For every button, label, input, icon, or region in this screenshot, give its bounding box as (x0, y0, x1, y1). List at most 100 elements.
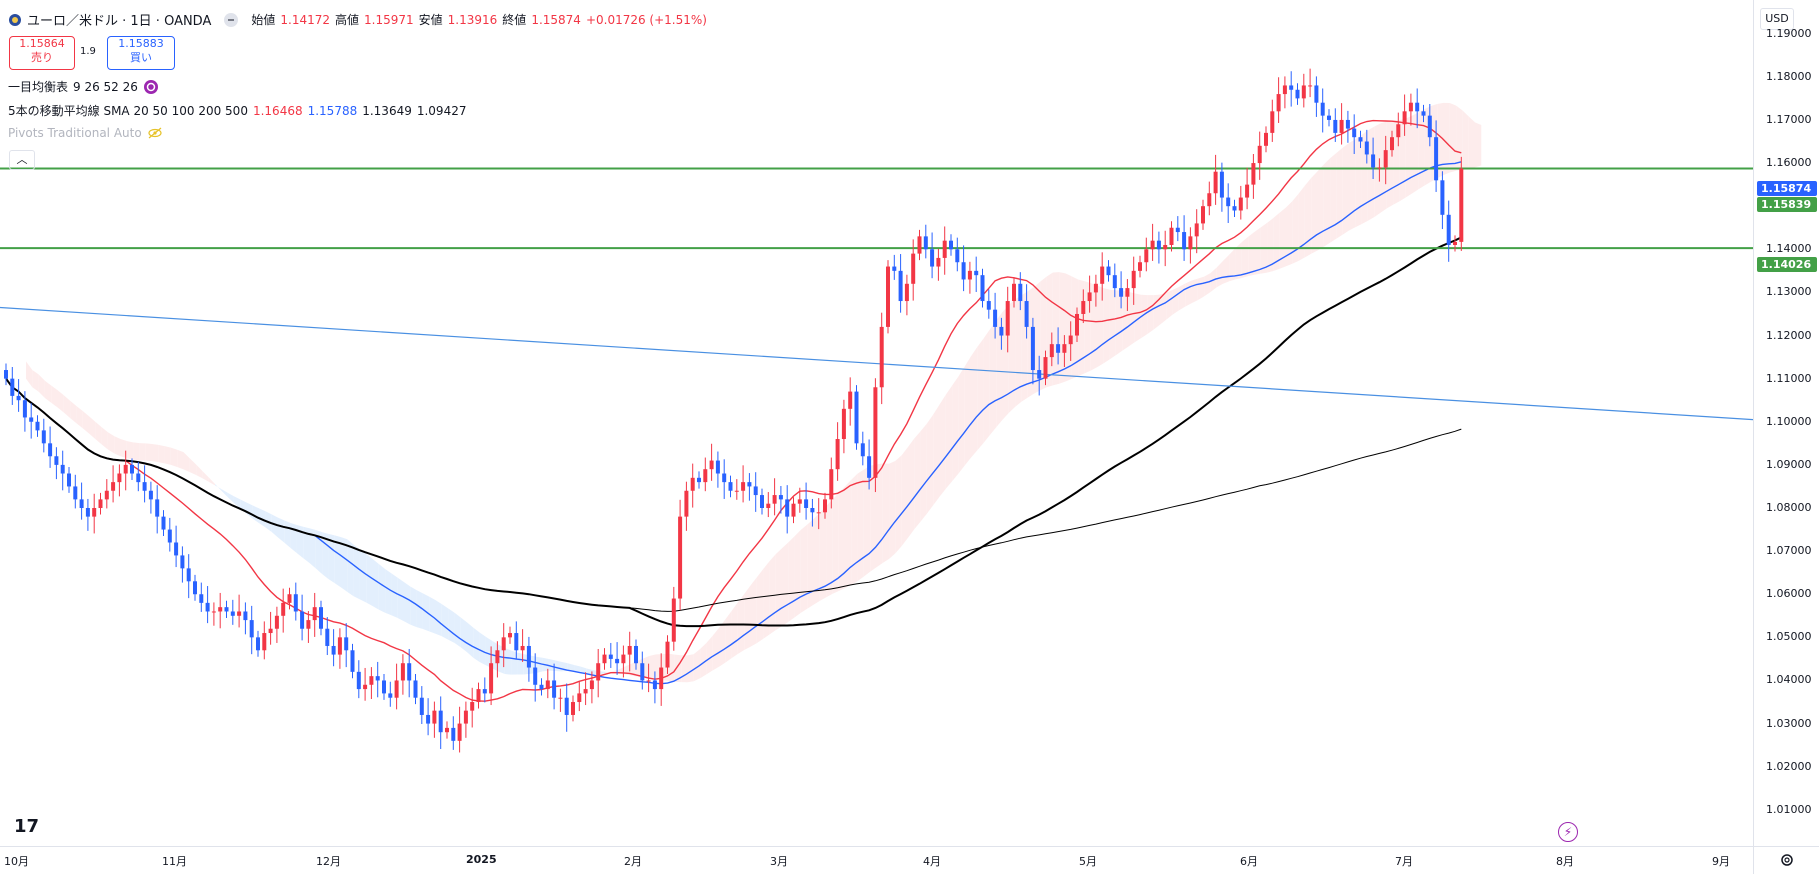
sell-button[interactable]: 1.15864 売り (9, 36, 75, 70)
ichimoku-cloud-segment (580, 666, 587, 674)
candle-body (1201, 206, 1205, 224)
candle-body (356, 671, 361, 690)
ichimoku-cloud-segment (1462, 110, 1469, 170)
ichimoku-cloud-segment (82, 410, 89, 434)
candle-body (211, 611, 216, 613)
price-chart[interactable] (0, 0, 1753, 846)
candle-body (1245, 184, 1250, 198)
ichimoku-cloud-segment (536, 656, 543, 674)
pivots-legend[interactable]: Pivots Traditional Auto (8, 126, 163, 140)
candle-body (1062, 344, 1067, 353)
ichimoku-cloud-segment (290, 522, 297, 554)
ichimoku-cloud-segment (114, 436, 121, 457)
candle-body (1226, 197, 1231, 207)
ichimoku-cloud-segment (26, 361, 33, 388)
tradingview-logo[interactable]: 17 (14, 816, 40, 837)
open-label: 始値 (251, 13, 276, 27)
pivots-label: Pivots Traditional Auto (8, 126, 142, 140)
candle-body (791, 503, 796, 517)
time-scale[interactable]: 10月 11月 12月 2025 2月 3月 4月 5月 6月 7月 8月 9月 (0, 846, 1753, 874)
ichimoku-cloud-segment (939, 394, 946, 497)
candle-body (1383, 150, 1388, 168)
ichimoku-cloud-segment (788, 536, 795, 622)
ichimoku-cloud-segment (441, 604, 449, 640)
ichimoku-legend[interactable]: 一目均衡表 9 26 52 26 (8, 78, 159, 95)
candle-body (1169, 227, 1174, 245)
ichimoku-cloud-segment (964, 356, 971, 466)
candle-body (382, 680, 386, 694)
ichimoku-cloud-segment (391, 573, 398, 618)
ichimoku-cloud-segment (1323, 158, 1331, 247)
candle-body (715, 460, 720, 474)
close-label: 終値 (502, 13, 527, 27)
ichimoku-cloud-segment (196, 464, 203, 479)
ichimoku-cloud-segment (763, 561, 770, 639)
candle-body (224, 607, 229, 612)
ichimoku-cloud-segment (920, 423, 927, 522)
collapse-icon[interactable] (224, 12, 239, 27)
candle-body (16, 395, 21, 401)
candle-body (734, 490, 739, 492)
candle-body (545, 680, 550, 690)
candle-body (1289, 85, 1294, 90)
ichimoku-cloud-segment (139, 443, 146, 461)
candle-body (35, 421, 40, 431)
ichimoku-cloud-segment (51, 385, 58, 408)
collapse-legend-button[interactable]: ︿ (9, 150, 35, 170)
candle-body (671, 598, 676, 642)
ichimoku-cloud-segment (775, 548, 782, 631)
price-scale[interactable]: USD 1.190001.180001.170001.160001.150001… (1753, 0, 1819, 846)
ichimoku-cloud-segment (681, 655, 688, 683)
candle-body (1138, 262, 1142, 271)
ichimoku-cloud-segment (366, 554, 373, 607)
candle-body (388, 693, 393, 698)
ichimoku-cloud-segment (706, 635, 713, 675)
gear-icon[interactable] (1779, 852, 1795, 868)
sma-legend[interactable]: 5本の移動平均線 SMA 20 50 100 200 500 1.16468 1… (8, 102, 466, 119)
ichimoku-cloud-segment (177, 449, 184, 470)
candle-body (312, 607, 317, 621)
candle-body (60, 464, 65, 474)
candle-body (300, 611, 305, 629)
candle-body (1295, 89, 1300, 99)
candle-body (1056, 344, 1061, 353)
ichimoku-cloud-segment (756, 569, 764, 644)
candle-body (1005, 301, 1010, 336)
candle-body (999, 326, 1004, 336)
y-tick-label: 1.08000 (1766, 501, 1812, 514)
settings-corner[interactable] (1753, 846, 1819, 874)
ichimoku-cloud-segment (448, 608, 455, 643)
refresh-icon[interactable] (143, 79, 159, 95)
lightning-icon[interactable]: ⚡ (1558, 822, 1578, 842)
ichimoku-cloud-segment (1071, 276, 1079, 379)
buy-button[interactable]: 1.15883 買い (107, 36, 175, 70)
candle-body (1213, 171, 1218, 194)
symbol-name[interactable]: ユーロ／米ドル · 1日 · OANDA (27, 14, 212, 29)
candle-body (1377, 167, 1382, 169)
candle-body (860, 443, 865, 457)
candle-body (1276, 94, 1281, 112)
candle-body (10, 378, 15, 396)
hidden-eye-icon[interactable] (147, 127, 163, 139)
candle-body (879, 326, 884, 388)
candle-body (797, 499, 802, 504)
ichimoku-cloud-segment (1223, 254, 1230, 284)
ichimoku-cloud-segment (945, 385, 953, 489)
open-value: 1.14172 (280, 12, 331, 27)
ichimoku-cloud-segment (1342, 142, 1349, 235)
y-tick-label: 1.11000 (1766, 371, 1812, 385)
x-tick-label: 6月 (1240, 855, 1258, 868)
candle-body (772, 495, 777, 504)
candle-body (583, 689, 588, 694)
candle-body (463, 710, 468, 724)
sma20-line (5, 119, 1462, 702)
candle-body (1018, 283, 1023, 302)
currency-button[interactable]: USD (1760, 8, 1794, 30)
candle-body (571, 702, 575, 715)
chart-pane[interactable]: ユーロ／米ドル · 1日 · OANDA 始値 1.14172 高値 1.15971… (0, 0, 1753, 846)
ichimoku-cloud-segment (215, 483, 222, 491)
ichimoku-cloud-segment (341, 537, 348, 592)
candle-body (829, 469, 834, 500)
ichimoku-cloud-segment (693, 648, 701, 682)
candle-body (67, 473, 71, 487)
